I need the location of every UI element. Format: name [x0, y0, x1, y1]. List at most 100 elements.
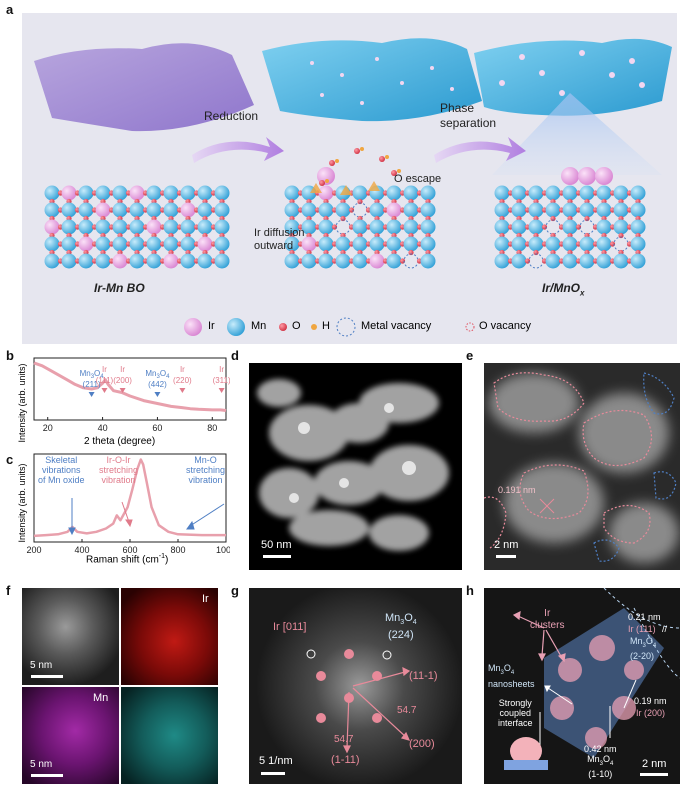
g-angle-2: 54.7 [334, 734, 354, 745]
h-scale-bar: 2 nm [642, 758, 667, 770]
lattice-ir-mnox [494, 167, 646, 269]
mn-atom [78, 202, 94, 218]
mn-atom [214, 219, 230, 235]
mn-atom [129, 253, 145, 269]
mn-atom [112, 202, 128, 218]
b-xtick-label: 80 [207, 423, 217, 433]
mn-atom [386, 253, 402, 269]
c-xtick-label: 800 [170, 545, 185, 555]
reduction-label: Reduction [204, 109, 259, 123]
f-scale-line-2 [31, 774, 63, 777]
phase-separation-arrow [434, 137, 526, 163]
mn-atom [562, 185, 578, 201]
lattice-reduced [284, 167, 436, 269]
b-peak-hkl: (311) [213, 376, 230, 385]
h-mn3o4-sheet [544, 608, 664, 758]
b-peak-hkl: (200) [113, 376, 132, 385]
legend-mn-label: Mn [251, 320, 267, 332]
surface-ir-mn-bo [34, 43, 254, 132]
metal-vacancy [352, 202, 368, 218]
b-peak-phase: Ir [120, 365, 125, 374]
legend-o-vacancy-label: O vacancy [479, 320, 531, 332]
panel-letter-d: d [231, 348, 239, 363]
mn-atom [284, 236, 300, 252]
mn-atom [301, 253, 317, 269]
f-scale-bar-mn: 5 nm [30, 759, 53, 770]
mn-atom [61, 219, 77, 235]
mn-atom [613, 219, 629, 235]
mn-atom [596, 219, 612, 235]
panel-h-hrtem-image: Ir clusters 0.21 nm Ir (111) // Mn3O4 (2-… [484, 588, 680, 784]
o-escape-molecules [310, 147, 401, 195]
b-peak-phase: Ir [219, 365, 224, 374]
mn-atom [630, 236, 646, 252]
o-atom [618, 232, 624, 239]
h-atom [360, 147, 364, 151]
metal-vacancy [528, 253, 544, 269]
g-hkl-11m1: (11-1) [409, 670, 438, 682]
mn-atom [545, 236, 561, 252]
o-atom [379, 156, 385, 162]
mn-atom [403, 185, 419, 201]
mn-atom [511, 202, 527, 218]
e-mn-outlines [593, 372, 677, 562]
g-arrows [343, 666, 411, 754]
d-scale-bar: 50 nm [261, 539, 292, 551]
mn-atom [579, 202, 595, 218]
mn-atom [163, 236, 179, 252]
mn-atom [112, 185, 128, 201]
c-annotation-skeletal: Skeletal vibrations of Mn oxide [38, 455, 85, 485]
mn-atom [596, 236, 612, 252]
metal-vacancy [403, 253, 419, 269]
o-atom [408, 249, 414, 256]
h-mn3o4-2m20: Mn3O4 (2-20) [630, 636, 657, 661]
b-peak-marker [88, 392, 95, 397]
o-atom [340, 215, 346, 222]
panel-e-haadf-image: 0.191 nm 2 nm [484, 363, 680, 570]
ir-atom [146, 219, 162, 235]
h-atom [397, 169, 401, 173]
mn-atom [197, 202, 213, 218]
legend-ir-label: Ir [208, 320, 215, 332]
legend-o-label: O [292, 320, 301, 332]
panel-letter-c: c [6, 452, 14, 467]
escape-arrow [310, 183, 322, 193]
ir-cluster-atom [561, 167, 579, 185]
b-peak-hkl: (442) [148, 380, 167, 389]
ir-atom [78, 236, 94, 252]
h-ir-clusters [550, 635, 644, 749]
mn-atom [335, 202, 351, 218]
mn-atom [78, 185, 94, 201]
mn-atom [596, 202, 612, 218]
mn-atom [511, 185, 527, 201]
ir-atom [129, 185, 145, 201]
mn-atom [146, 185, 162, 201]
mn-atom [403, 219, 419, 235]
mn-atom [197, 185, 213, 201]
mn-atom [284, 219, 300, 235]
mn-atom [579, 185, 595, 201]
mn-atom [44, 253, 60, 269]
h-atom [385, 155, 389, 159]
h-ir-clusters-label: Ir clusters [530, 608, 565, 631]
mn-atom [214, 185, 230, 201]
b-frame [33, 357, 227, 421]
legend-h-icon [311, 324, 317, 330]
e-scale-bar: 2 nm [494, 539, 519, 551]
ir-atom [112, 253, 128, 269]
b-peak-phase: Ir [102, 365, 107, 374]
mn-atom [197, 219, 213, 235]
mn-atom [545, 253, 561, 269]
panel-a: Reduction Phase separation O escape Ir d… [22, 13, 677, 344]
mn-atom [301, 202, 317, 218]
ir-atom [318, 185, 334, 201]
mn-atom [180, 253, 196, 269]
e-scale-bar-line [496, 555, 516, 558]
metal-vacancy [613, 236, 629, 252]
mn-atom [630, 219, 646, 235]
b-peak-markers: Mn3O4(211)Ir(111)Ir(200)Mn3O4(442)Ir(220… [80, 365, 230, 397]
mn-atom [369, 202, 385, 218]
ir-atom [369, 253, 385, 269]
mn-atom [284, 202, 300, 218]
mn-atom [420, 185, 436, 201]
